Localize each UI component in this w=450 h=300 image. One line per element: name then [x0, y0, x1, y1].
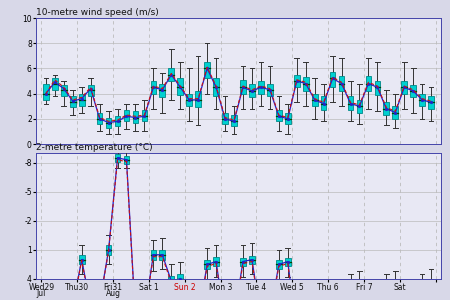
Bar	[79, 94, 85, 106]
Bar	[258, 81, 264, 94]
Bar	[231, 115, 237, 126]
Bar	[106, 118, 112, 128]
Bar	[124, 110, 129, 121]
Bar	[150, 250, 156, 260]
Bar	[213, 257, 219, 266]
Text: Jul: Jul	[37, 289, 46, 298]
Bar	[52, 79, 58, 90]
Bar	[428, 96, 434, 109]
Bar	[249, 83, 255, 98]
Bar	[240, 80, 246, 94]
Bar	[348, 284, 353, 293]
Bar	[115, 154, 121, 162]
Bar	[401, 81, 407, 94]
Bar	[61, 85, 67, 96]
Bar	[115, 116, 121, 126]
Bar	[213, 79, 219, 96]
Bar	[204, 62, 210, 79]
Bar	[249, 256, 255, 265]
Bar	[159, 83, 165, 98]
Bar	[168, 68, 174, 81]
Text: 10-metre wind speed (m/s): 10-metre wind speed (m/s)	[36, 8, 159, 17]
Bar	[267, 83, 273, 96]
Bar	[383, 284, 389, 293]
Bar	[392, 106, 398, 119]
Bar	[222, 112, 228, 124]
Bar	[204, 260, 210, 269]
Bar	[294, 75, 300, 87]
Bar	[150, 81, 156, 94]
Bar	[43, 83, 49, 100]
Bar	[365, 76, 371, 91]
Bar	[356, 100, 362, 112]
Bar	[321, 96, 327, 110]
Bar	[97, 112, 103, 124]
Bar	[383, 102, 389, 115]
Bar	[142, 110, 147, 121]
Bar	[312, 94, 318, 106]
Bar	[168, 276, 174, 286]
Bar	[186, 94, 192, 106]
Bar	[133, 111, 138, 123]
Bar	[356, 282, 362, 292]
Bar	[79, 255, 85, 265]
Bar	[321, 292, 327, 300]
Bar	[276, 260, 282, 269]
Bar	[312, 293, 318, 300]
Text: 2-metre temperature (°C): 2-metre temperature (°C)	[36, 143, 153, 152]
Bar	[106, 245, 112, 255]
Bar	[285, 258, 291, 266]
Bar	[419, 284, 425, 293]
Bar	[303, 77, 309, 91]
Bar	[410, 85, 416, 98]
Bar	[159, 250, 165, 260]
Bar	[339, 76, 344, 91]
Bar	[348, 96, 353, 110]
Bar	[330, 72, 335, 87]
Bar	[240, 258, 246, 266]
Bar	[70, 96, 76, 107]
Bar	[392, 282, 398, 292]
Bar	[177, 79, 183, 95]
Bar	[428, 279, 434, 289]
Bar	[124, 156, 129, 164]
Bar	[177, 274, 183, 284]
Bar	[97, 298, 103, 300]
Bar	[419, 94, 425, 106]
Bar	[285, 112, 291, 124]
Bar	[88, 85, 94, 96]
Bar	[374, 81, 380, 95]
Text: Aug: Aug	[106, 289, 121, 298]
Bar	[195, 91, 201, 107]
Bar	[276, 110, 282, 121]
